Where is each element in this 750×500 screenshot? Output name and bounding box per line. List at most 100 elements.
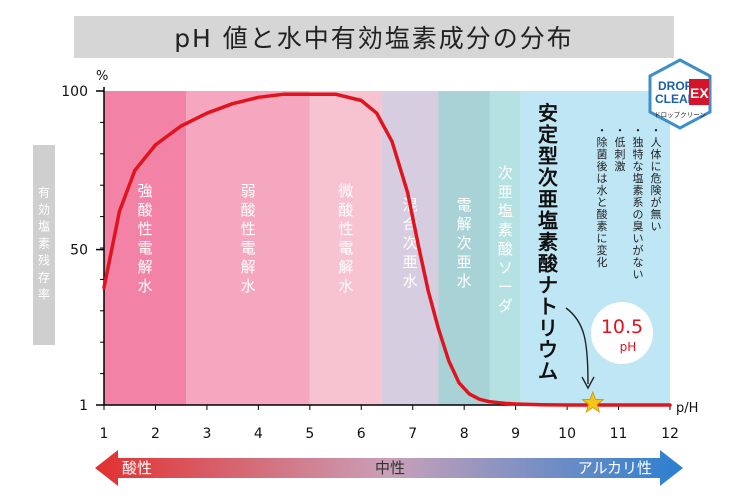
y-unit-label: % — [96, 69, 108, 84]
ph-bubble-unit: pH — [620, 340, 637, 354]
logo-badge-bg — [689, 79, 709, 105]
bullet-3-char: 除 — [597, 135, 608, 149]
bullet-1-char: な — [633, 256, 644, 269]
bullet-2-char: 低 — [615, 136, 626, 149]
bullet-0-char: 危 — [651, 172, 662, 185]
x-tick-label: 6 — [357, 426, 366, 442]
bullet-3-char: ・ — [597, 124, 608, 137]
highlight-label-char: 亜 — [538, 187, 558, 211]
bullet-3-char: は — [597, 172, 608, 185]
region-label-3-char: 水 — [403, 272, 418, 290]
highlight-label-char: ナ — [538, 273, 558, 297]
region-label-5-char: 酸 — [498, 240, 513, 258]
logo-sub: ドロップクリーン — [654, 111, 706, 119]
bullet-1-char: の — [633, 208, 644, 221]
bullet-3-char: 化 — [597, 255, 608, 269]
bullet-1-char: 素 — [633, 184, 644, 197]
y-axis-label-box: 有効塩素残存率 — [33, 145, 55, 345]
region-label-1-char: 性 — [241, 220, 256, 238]
highlight-label-char: 酸 — [538, 252, 559, 276]
title-bar: pH 値と水中有効塩素成分の分布 — [74, 16, 674, 58]
x-tick-label: 5 — [305, 426, 314, 442]
region-label-3-char: 亜 — [403, 253, 418, 271]
x-unit-label: p/H — [676, 401, 698, 416]
region-label-5-char: 塩 — [498, 202, 513, 220]
bullet-0-char: い — [651, 220, 662, 233]
region-label-1-char: 酸 — [241, 201, 256, 219]
region-label-5-char: 素 — [498, 221, 513, 239]
highlight-label-char: ム — [538, 359, 558, 383]
bullet-2: ・低刺激 — [615, 124, 626, 173]
bullet-1-char: い — [633, 232, 644, 245]
x-tick-label: 10 — [558, 426, 576, 442]
region-label-1-char: 水 — [241, 277, 256, 295]
bullet-1-char: な — [633, 160, 644, 173]
x-tick-label: 3 — [202, 426, 211, 442]
bullet-3-char: 水 — [597, 184, 608, 197]
bullet-0-char: 体 — [651, 147, 662, 161]
highlight-label-char: ト — [538, 295, 558, 319]
pointer-arrow — [565, 307, 589, 385]
bullet-3-char: 後 — [597, 159, 608, 173]
region-label-5-char: ソ — [498, 259, 513, 277]
highlight-label-char: 安 — [538, 101, 558, 125]
x-tick-label: 9 — [511, 426, 520, 442]
region-label-4-char: 電 — [457, 196, 472, 214]
region-label-2-char: 電 — [338, 239, 353, 257]
bullet-3-char: 酸 — [597, 207, 608, 221]
region-label-2-char: 微 — [338, 182, 353, 200]
scale-right-label: アルカリ性 — [578, 459, 652, 477]
highlight-label-char: 次 — [538, 166, 558, 190]
x-tick-label: 1 — [100, 426, 109, 442]
region-label-2-char: 性 — [338, 220, 353, 238]
ph-scale: 酸性 中性 アルカリ性 — [95, 450, 683, 486]
bullet-1-char: ・ — [633, 124, 644, 137]
region-label-4-char: 解 — [457, 215, 472, 233]
logo-hexagon — [648, 58, 712, 130]
bullet-0-char: 人 — [651, 136, 662, 149]
bullet-1-char: 塩 — [633, 171, 644, 185]
region-label-2-char: 解 — [338, 258, 353, 276]
x-tick-label: 2 — [151, 426, 160, 442]
region-label-0-char: 性 — [138, 220, 153, 238]
region-label-5-char: ダ — [498, 297, 513, 315]
bullet-1-char: 臭 — [633, 219, 644, 233]
series-line — [102, 92, 672, 407]
highlight-label-char: ウ — [538, 338, 558, 362]
region-label-0-char: 水 — [138, 277, 153, 295]
overlay-layer: 安定型次亜塩素酸ナトリウム・人体に危険が無い・独特な塩素系の臭いがない・低刺激・… — [538, 101, 662, 413]
scale-middle-label: 中性 — [375, 459, 405, 477]
region-label-0-char: 電 — [138, 239, 153, 257]
bullet-0-char: が — [651, 195, 662, 209]
highlight-label-char: 定 — [538, 123, 558, 147]
y-axis-label: 有効塩素残存率 — [36, 185, 51, 305]
bullet-2-char: 激 — [615, 159, 626, 173]
x-tick-label: 4 — [254, 426, 263, 442]
region-label-4-char: 次 — [457, 234, 472, 252]
bullet-3-char: 菌 — [597, 148, 608, 161]
region-label-0-char: 強 — [138, 182, 153, 200]
logo-line2: CLEAN — [655, 92, 696, 106]
y-tick-label: 100 — [61, 84, 88, 100]
highlight-label-char: 型 — [538, 144, 558, 168]
bullet-1-char: 特 — [633, 147, 644, 161]
y-tick-label: 50 — [70, 243, 88, 259]
bullet-3-char: 素 — [597, 220, 608, 233]
region-label-3-char: 次 — [403, 234, 418, 252]
bullet-1-char: 系 — [633, 196, 644, 209]
region-label-2-char: 酸 — [338, 201, 353, 219]
bullet-0-char: に — [651, 160, 662, 173]
bullet-1-char: い — [633, 268, 644, 281]
highlight-label-char: 素 — [538, 230, 558, 254]
region-label-2-char: 水 — [338, 277, 353, 295]
ph-scale-arrow — [95, 450, 683, 486]
